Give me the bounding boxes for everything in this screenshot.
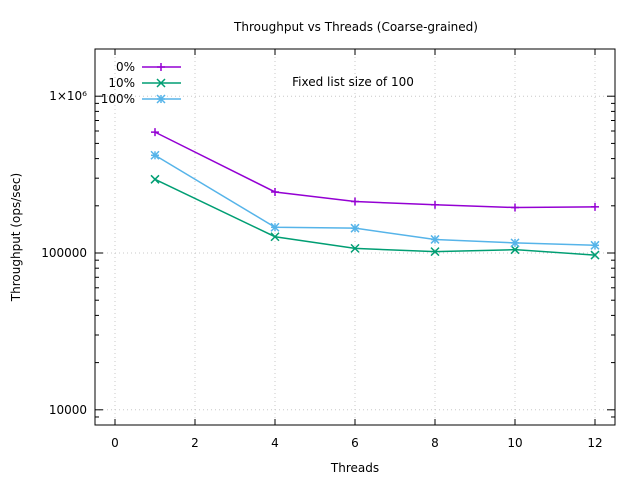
data-point	[430, 234, 440, 244]
data-point	[590, 240, 600, 250]
data-point	[510, 238, 520, 248]
data-point	[510, 245, 520, 255]
data-point	[430, 247, 440, 257]
legend-label: 10%	[108, 76, 135, 90]
y-tick-label: 1×10⁶	[49, 89, 87, 103]
data-point	[150, 150, 160, 160]
series-lines	[150, 128, 600, 260]
series-line-100%	[154, 154, 596, 247]
legend-label: 0%	[116, 60, 135, 74]
x-tick-label: 10	[507, 436, 522, 450]
data-point	[270, 232, 280, 242]
x-tick-label: 8	[431, 436, 439, 450]
y-axis: 10000 100000 1×10⁶	[41, 89, 615, 418]
data-point	[151, 128, 159, 137]
data-point	[270, 222, 280, 232]
data-point	[591, 202, 599, 211]
x-tick-label: 6	[351, 436, 359, 450]
x-tick-label: 2	[191, 436, 199, 450]
y-axis-label: Throughput (ops/sec)	[9, 173, 23, 302]
series-line-10%	[154, 178, 596, 256]
data-point	[350, 223, 360, 233]
legend-marker	[156, 94, 166, 104]
x-tick-label: 12	[587, 436, 602, 450]
y-tick-label: 100000	[41, 246, 87, 260]
data-point	[271, 187, 279, 196]
x-tick-label: 0	[111, 436, 119, 450]
data-point	[150, 174, 160, 184]
x-axis-label: Threads	[330, 461, 379, 475]
data-point	[590, 250, 600, 260]
series-line-0%	[154, 131, 596, 209]
chart-title: Throughput vs Threads (Coarse-grained)	[233, 20, 478, 34]
y-tick-label: 10000	[49, 403, 87, 417]
x-axis: 0 2 4 6 8 10 12	[111, 49, 603, 450]
legend-marker	[156, 78, 166, 88]
legend: 0% 10% 100%	[101, 60, 181, 106]
data-point	[350, 243, 360, 253]
legend-marker	[157, 63, 165, 71]
grid-lines	[95, 49, 615, 425]
data-point	[431, 200, 439, 209]
legend-label: 100%	[101, 92, 135, 106]
annotation-text: Fixed list size of 100	[292, 75, 414, 89]
x-tick-label: 4	[271, 436, 279, 450]
data-point	[351, 197, 359, 206]
data-point	[511, 203, 519, 212]
